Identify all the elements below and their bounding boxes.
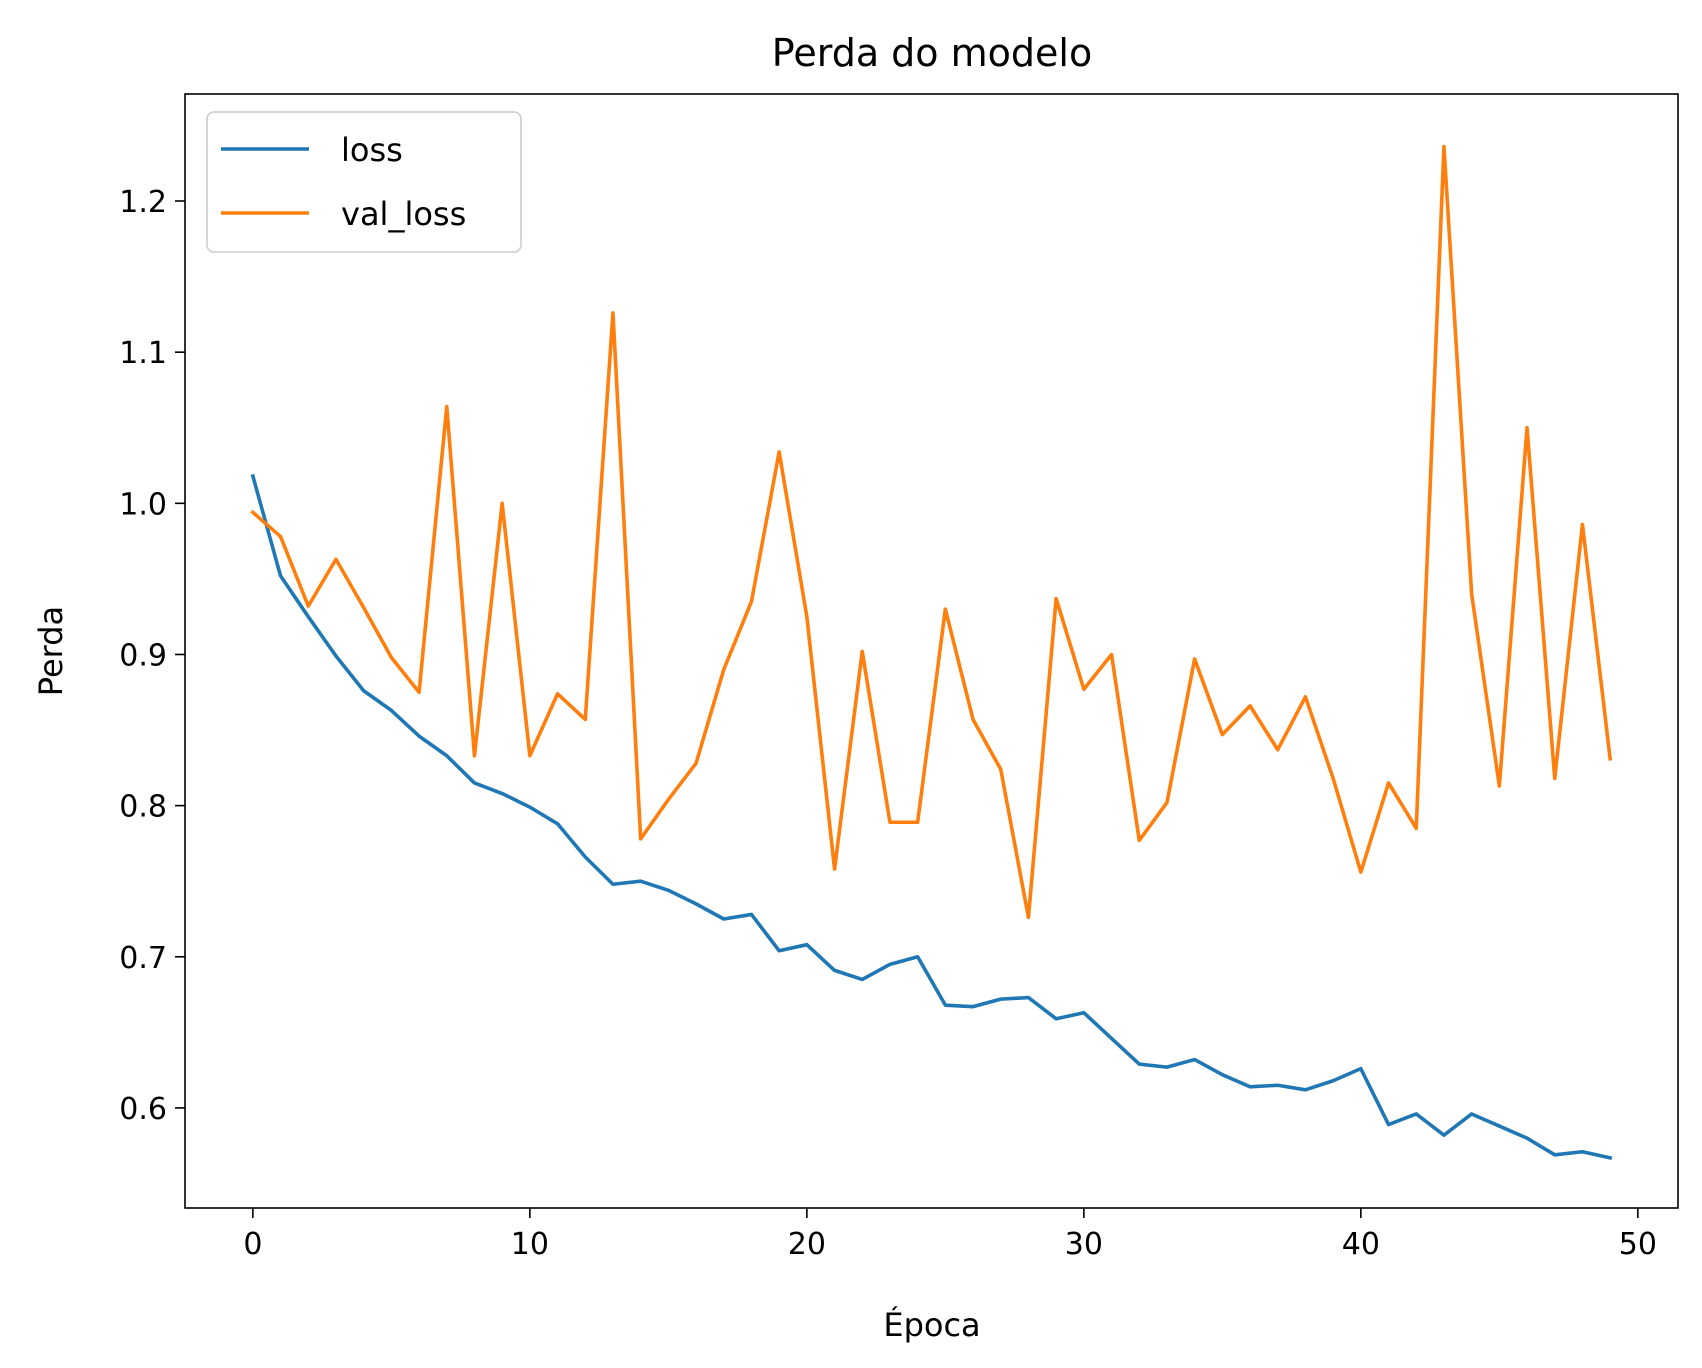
legend: loss val_loss bbox=[206, 111, 522, 253]
y-tick-label: 0.7 bbox=[119, 941, 167, 976]
series-line-loss bbox=[250, 473, 1613, 1160]
x-tick-label: 0 bbox=[243, 1227, 262, 1262]
series-line-val-loss bbox=[250, 144, 1613, 920]
y-tick-label: 1.0 bbox=[119, 487, 167, 522]
x-tick-label: 50 bbox=[1619, 1227, 1657, 1262]
chart-title: Perda do modelo bbox=[772, 31, 1092, 75]
y-tick-label: 1.1 bbox=[119, 336, 167, 371]
x-axis: 0 10 20 30 40 50 bbox=[243, 1208, 1657, 1262]
x-tick-label: 40 bbox=[1342, 1227, 1380, 1262]
legend-label-loss: loss bbox=[341, 131, 403, 169]
y-tick-label: 0.8 bbox=[119, 790, 167, 825]
x-tick-label: 10 bbox=[511, 1227, 549, 1262]
y-axis-label: Perda bbox=[32, 606, 70, 696]
y-tick-label: 1.2 bbox=[119, 185, 167, 220]
y-tick-label: 0.9 bbox=[119, 638, 167, 673]
legend-label-val-loss: val_loss bbox=[341, 195, 466, 233]
x-tick-label: 30 bbox=[1065, 1227, 1103, 1262]
plot-area bbox=[250, 144, 1613, 1160]
y-axis: 0.6 0.7 0.8 0.9 1.0 1.1 1.2 bbox=[119, 185, 185, 1127]
legend-box bbox=[206, 111, 522, 253]
y-tick-label: 0.6 bbox=[119, 1092, 167, 1127]
x-tick-label: 20 bbox=[788, 1227, 826, 1262]
plot-frame bbox=[184, 93, 1679, 1209]
x-axis-label: Época bbox=[883, 1306, 980, 1344]
